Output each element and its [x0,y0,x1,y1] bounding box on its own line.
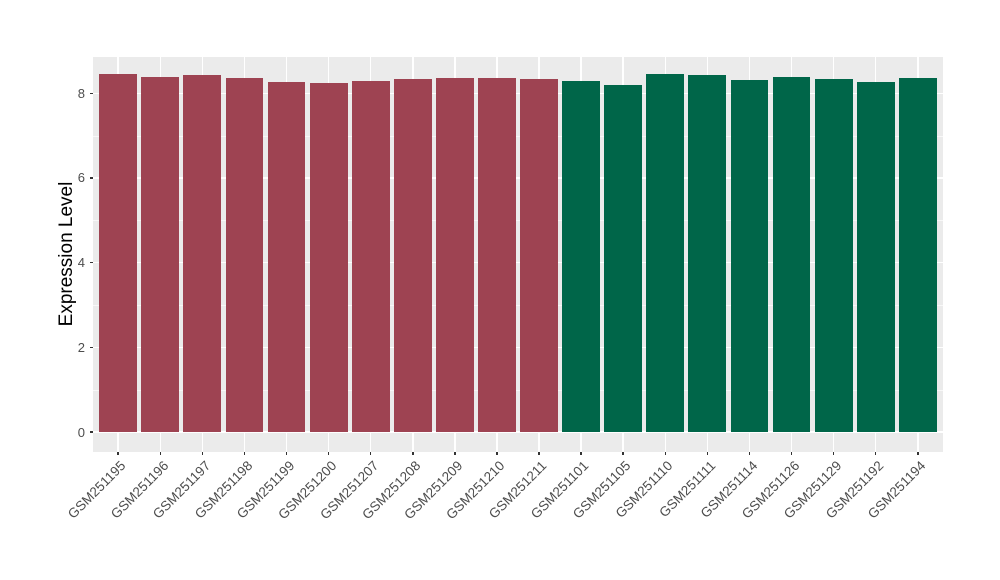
gridline-major-horizontal [93,346,943,349]
bar [730,80,769,432]
y-tick-label: 2 [77,339,85,355]
x-axis-tick [412,452,414,455]
x-axis-tick [327,452,330,455]
x-axis-tick [832,452,835,455]
x-axis-tick [790,452,793,455]
x-axis-tick [706,452,709,455]
x-axis-tick [201,452,204,455]
bar [646,73,685,432]
x-axis-tick [117,452,119,455]
bar [856,81,895,432]
x-axis-tick [369,452,372,455]
y-tick-label: 6 [77,170,85,186]
bar [309,83,348,432]
bar [898,78,937,432]
y-axis-tick [90,261,93,264]
y-tick-label: 4 [77,255,85,271]
bar [772,76,811,432]
gridline-minor-horizontal [93,220,943,222]
x-axis-tick [580,452,582,455]
y-axis-tick [90,177,93,179]
x-axis-tick [538,452,540,455]
bar [688,75,727,432]
bar [225,77,264,432]
y-axis-tick [90,92,93,95]
bar [520,79,558,432]
x-axis-tick [243,452,246,455]
x-axis-tick [496,452,498,455]
x-axis-tick [454,452,456,455]
bar [99,74,138,432]
bar [351,81,390,432]
y-tick-label: 0 [77,424,85,440]
gridline-major-horizontal [93,92,943,95]
bar [393,79,432,432]
bar [267,81,306,432]
bar [814,79,853,432]
y-axis-tick [90,431,93,433]
gridline-minor-horizontal [93,389,943,391]
bar [435,78,474,432]
x-axis-tick [874,452,877,455]
bar [141,77,180,432]
y-axis-tick [90,346,93,349]
y-axis-title: Expression Level [56,181,77,327]
bar [478,78,516,432]
x-axis-tick [159,452,162,455]
bar [562,81,601,432]
x-axis-tick [622,452,624,455]
bar [604,84,643,432]
gridline-minor-horizontal [93,135,943,137]
gridline-minor-horizontal [93,304,943,306]
y-tick-label: 8 [77,85,85,101]
gridline-major-horizontal [93,177,943,179]
x-axis-tick [917,452,919,455]
x-axis-tick [285,452,288,455]
gridline-major-horizontal [93,261,943,264]
bar [183,74,222,432]
plot-panel [93,57,943,452]
gridline-major-horizontal [93,431,943,433]
x-axis-tick [664,452,667,455]
x-axis-tick [748,452,751,455]
